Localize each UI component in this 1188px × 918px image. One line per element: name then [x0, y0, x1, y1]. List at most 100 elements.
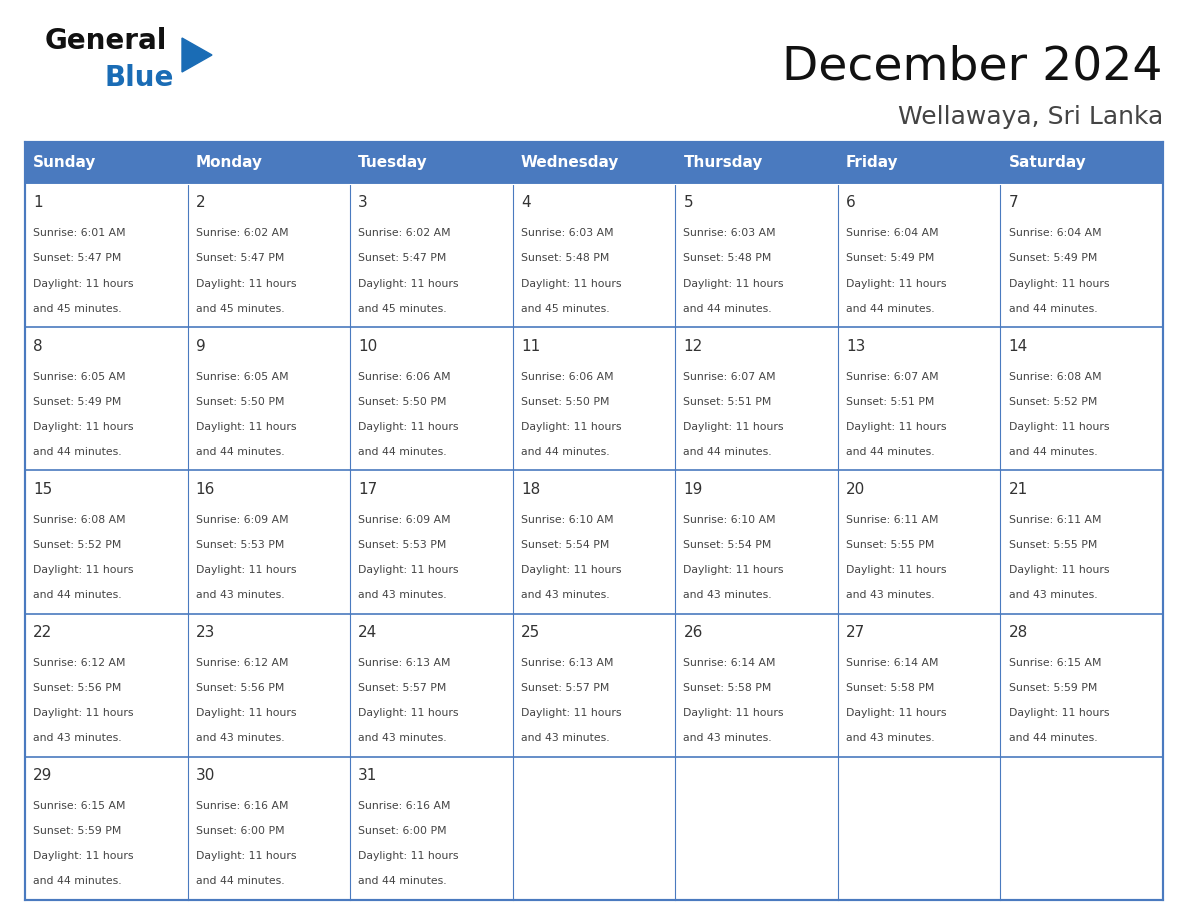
Text: Sunset: 5:52 PM: Sunset: 5:52 PM [1009, 397, 1097, 407]
Text: Daylight: 11 hours: Daylight: 11 hours [683, 565, 784, 575]
Text: 5: 5 [683, 196, 693, 210]
Text: Sunset: 5:53 PM: Sunset: 5:53 PM [359, 540, 447, 550]
Text: Sunset: 5:51 PM: Sunset: 5:51 PM [683, 397, 772, 407]
Bar [513, 470, 675, 613]
Text: 26: 26 [683, 625, 703, 640]
Text: and 44 minutes.: and 44 minutes. [359, 877, 447, 887]
Text: Sunset: 5:56 PM: Sunset: 5:56 PM [33, 683, 121, 693]
Text: 24: 24 [359, 625, 378, 640]
Text: and 43 minutes.: and 43 minutes. [196, 733, 284, 744]
Text: Daylight: 11 hours: Daylight: 11 hours [520, 421, 621, 431]
Bar [188, 184, 350, 327]
Text: Sunrise: 6:06 AM: Sunrise: 6:06 AM [359, 372, 451, 382]
Text: 3: 3 [359, 196, 368, 210]
Text: Daylight: 11 hours: Daylight: 11 hours [33, 421, 133, 431]
Text: and 43 minutes.: and 43 minutes. [359, 590, 447, 600]
Text: Daylight: 11 hours: Daylight: 11 hours [359, 851, 459, 861]
Text: Daylight: 11 hours: Daylight: 11 hours [359, 421, 459, 431]
Text: 23: 23 [196, 625, 215, 640]
Bar [25, 470, 188, 613]
Text: and 43 minutes.: and 43 minutes. [33, 733, 121, 744]
Text: and 43 minutes.: and 43 minutes. [520, 590, 609, 600]
Text: and 44 minutes.: and 44 minutes. [846, 447, 935, 457]
Text: Sunset: 5:55 PM: Sunset: 5:55 PM [846, 540, 934, 550]
Text: Sunrise: 6:09 AM: Sunrise: 6:09 AM [196, 515, 289, 525]
Text: Daylight: 11 hours: Daylight: 11 hours [359, 565, 459, 575]
Text: Daylight: 11 hours: Daylight: 11 hours [846, 565, 947, 575]
Text: Sunrise: 6:15 AM: Sunrise: 6:15 AM [1009, 658, 1101, 668]
Text: Sunrise: 6:07 AM: Sunrise: 6:07 AM [683, 372, 776, 382]
Text: Sunrise: 6:09 AM: Sunrise: 6:09 AM [359, 515, 451, 525]
Bar [188, 470, 350, 613]
Text: 4: 4 [520, 196, 531, 210]
Text: and 44 minutes.: and 44 minutes. [846, 304, 935, 314]
Text: Daylight: 11 hours: Daylight: 11 hours [196, 565, 296, 575]
Text: and 44 minutes.: and 44 minutes. [33, 590, 121, 600]
Text: Sunrise: 6:13 AM: Sunrise: 6:13 AM [520, 658, 613, 668]
Text: Sunrise: 6:15 AM: Sunrise: 6:15 AM [33, 801, 126, 812]
Bar [675, 613, 838, 756]
Text: Daylight: 11 hours: Daylight: 11 hours [359, 278, 459, 288]
Text: Daylight: 11 hours: Daylight: 11 hours [846, 278, 947, 288]
Text: Sunrise: 6:08 AM: Sunrise: 6:08 AM [1009, 372, 1101, 382]
Text: 7: 7 [1009, 196, 1018, 210]
Bar [675, 184, 838, 327]
Text: and 44 minutes.: and 44 minutes. [196, 447, 284, 457]
Text: Daylight: 11 hours: Daylight: 11 hours [33, 565, 133, 575]
Text: and 44 minutes.: and 44 minutes. [520, 447, 609, 457]
Text: Sunrise: 6:04 AM: Sunrise: 6:04 AM [1009, 229, 1101, 239]
Text: Sunset: 5:54 PM: Sunset: 5:54 PM [520, 540, 609, 550]
Text: 31: 31 [359, 768, 378, 783]
Bar [513, 613, 675, 756]
Text: Daylight: 11 hours: Daylight: 11 hours [196, 851, 296, 861]
Text: Sunset: 5:58 PM: Sunset: 5:58 PM [683, 683, 772, 693]
Text: Sunset: 5:49 PM: Sunset: 5:49 PM [1009, 253, 1097, 263]
Text: and 44 minutes.: and 44 minutes. [1009, 447, 1098, 457]
Text: and 44 minutes.: and 44 minutes. [33, 877, 121, 887]
Text: and 45 minutes.: and 45 minutes. [359, 304, 447, 314]
Text: Daylight: 11 hours: Daylight: 11 hours [683, 421, 784, 431]
Bar [838, 613, 1000, 756]
Text: Daylight: 11 hours: Daylight: 11 hours [33, 851, 133, 861]
Bar [838, 470, 1000, 613]
Bar [188, 756, 350, 900]
Text: Sunset: 5:57 PM: Sunset: 5:57 PM [359, 683, 447, 693]
Text: and 44 minutes.: and 44 minutes. [359, 447, 447, 457]
Bar [350, 756, 513, 900]
Text: 9: 9 [196, 339, 206, 353]
Text: and 43 minutes.: and 43 minutes. [683, 590, 772, 600]
Text: and 45 minutes.: and 45 minutes. [520, 304, 609, 314]
Text: Daylight: 11 hours: Daylight: 11 hours [846, 708, 947, 718]
Text: Daylight: 11 hours: Daylight: 11 hours [520, 278, 621, 288]
Bar [1000, 756, 1163, 900]
Bar [1000, 184, 1163, 327]
Text: Sunrise: 6:05 AM: Sunrise: 6:05 AM [196, 372, 289, 382]
Text: Daylight: 11 hours: Daylight: 11 hours [196, 421, 296, 431]
Text: 25: 25 [520, 625, 541, 640]
Text: Daylight: 11 hours: Daylight: 11 hours [196, 278, 296, 288]
Bar [513, 184, 675, 327]
Text: Sunset: 5:49 PM: Sunset: 5:49 PM [33, 397, 121, 407]
Text: Sunset: 5:54 PM: Sunset: 5:54 PM [683, 540, 772, 550]
Bar [25, 613, 188, 756]
Text: Sunset: 5:52 PM: Sunset: 5:52 PM [33, 540, 121, 550]
Bar [350, 184, 513, 327]
Bar [350, 327, 513, 470]
Text: and 43 minutes.: and 43 minutes. [846, 590, 935, 600]
Text: Sunrise: 6:11 AM: Sunrise: 6:11 AM [1009, 515, 1101, 525]
Text: 14: 14 [1009, 339, 1028, 353]
Text: Thursday: Thursday [683, 155, 763, 171]
Text: Daylight: 11 hours: Daylight: 11 hours [33, 278, 133, 288]
Text: and 44 minutes.: and 44 minutes. [33, 447, 121, 457]
Text: and 44 minutes.: and 44 minutes. [683, 304, 772, 314]
Text: Sunset: 5:57 PM: Sunset: 5:57 PM [520, 683, 609, 693]
Text: Sunset: 5:49 PM: Sunset: 5:49 PM [846, 253, 934, 263]
Text: Daylight: 11 hours: Daylight: 11 hours [359, 708, 459, 718]
Bar [838, 756, 1000, 900]
Bar [25, 327, 188, 470]
Text: Sunset: 6:00 PM: Sunset: 6:00 PM [196, 826, 284, 836]
Text: Sunrise: 6:06 AM: Sunrise: 6:06 AM [520, 372, 613, 382]
Text: 6: 6 [846, 196, 855, 210]
Text: and 44 minutes.: and 44 minutes. [196, 877, 284, 887]
Text: Sunrise: 6:04 AM: Sunrise: 6:04 AM [846, 229, 939, 239]
